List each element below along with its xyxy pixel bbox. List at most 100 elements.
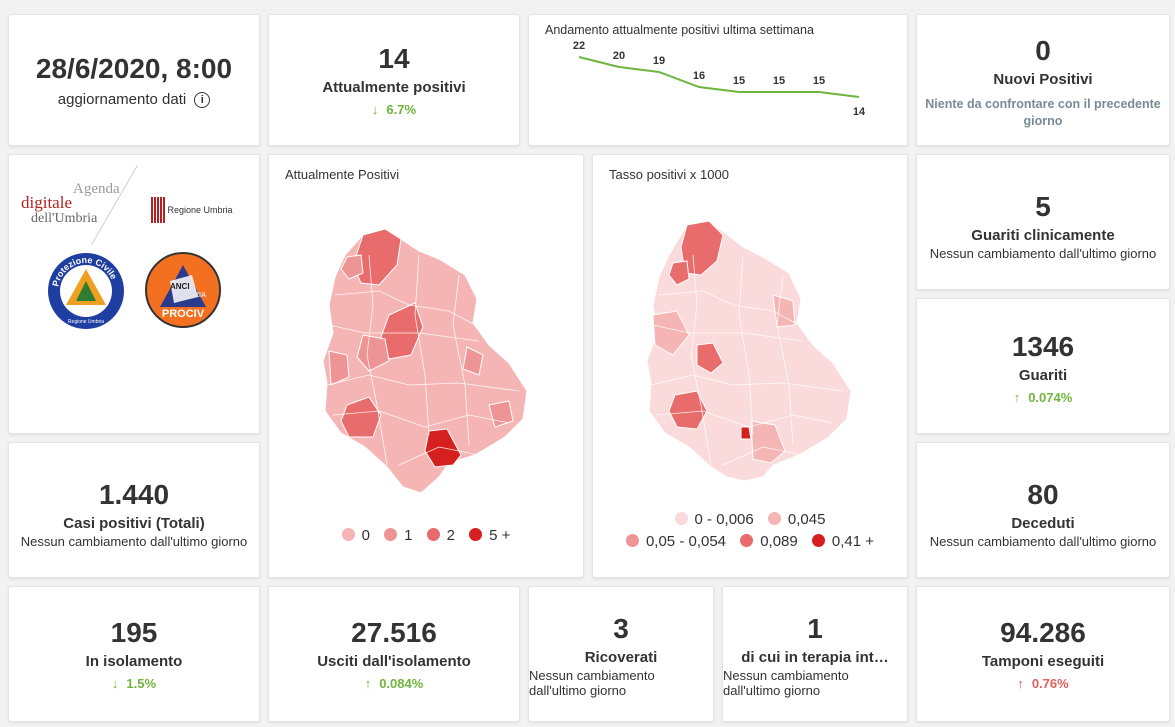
arrow-up-icon: ↑ <box>364 676 372 691</box>
casi-totali-value: 1.440 <box>98 479 170 510</box>
legend-label: 0 <box>361 527 370 544</box>
protezione-civile-logo: Protezione Civile Regione Umbria <box>48 253 124 329</box>
legend-dot <box>341 528 355 541</box>
update-label: aggiornamento dati <box>57 91 187 108</box>
deceduti-card: 80 Deceduti Nessun cambiamento dall'ulti… <box>916 442 1170 578</box>
map1-legend: 0 1 2 5 + <box>269 527 583 544</box>
terapia-note: Nessun cambiamento dall'ultimo giorno <box>723 668 849 698</box>
regione-emblem-icon <box>151 197 165 223</box>
deceduti-label: Deceduti <box>1011 515 1075 532</box>
tamponi-card: 94.286 Tamponi eseguiti ↑ 0.76% <box>916 586 1170 722</box>
arrow-up-icon: ↑ <box>1017 676 1024 691</box>
arrow-up-icon: ↑ <box>1013 390 1021 405</box>
anci-umbria-prociv-logo: ANCI UMBRIA PROCIV <box>145 252 221 328</box>
nuovi-positivi-card: 0 Nuovi Positivi Niente da confrontare c… <box>916 14 1170 146</box>
attualmente-positivi-label: Attualmente positivi <box>322 79 466 96</box>
tamponi-value: 94.286 <box>1000 617 1086 648</box>
map2-legend-item: 0,089 <box>740 533 798 550</box>
tamponi-trend-row: ↑ 0.76% <box>917 676 1169 691</box>
isolamento-card: 195 In isolamento ↓ 1.5% <box>8 586 260 722</box>
ricoverati-value: 3 <box>613 613 629 644</box>
weekly-data-label: 14 <box>853 106 866 118</box>
legend-label: 0,41 + <box>831 533 875 550</box>
isolamento-trend-row: ↓ 1.5% <box>9 676 259 691</box>
map2-legend-row1: 0 - 0,006 0,045 <box>593 511 907 528</box>
umbria-map-positivi[interactable] <box>269 215 584 515</box>
map1-legend-item: 1 <box>384 527 412 544</box>
svg-text:PROCIV: PROCIV <box>162 308 205 320</box>
ricoverati-label: Ricoverati <box>584 649 658 666</box>
umbria-map-tasso[interactable] <box>593 215 908 515</box>
guariti-card: 1346 Guariti ↑ 0.074% <box>916 298 1170 434</box>
info-icon[interactable]: i <box>194 92 211 108</box>
legend-dot <box>740 534 754 547</box>
ricoverati-card: 3 Ricoverati Nessun cambiamento dall'ult… <box>528 586 714 722</box>
legend-label: 0 - 0,006 <box>694 511 754 528</box>
agenda-digitale-logo: Agenda digitale dell'Umbria <box>21 181 131 251</box>
update-datetime: 28/6/2020, 8:00 <box>35 53 233 84</box>
legend-label: 0,045 <box>787 511 826 528</box>
deceduti-value: 80 <box>1027 479 1059 510</box>
guariti-clinicamente-card: 5 Guariti clinicamente Nessun cambiament… <box>916 154 1170 290</box>
legend-label: 1 <box>404 527 413 544</box>
map2-legend-item: 0,045 <box>767 511 826 528</box>
legend-dot <box>384 528 398 541</box>
attualmente-positivi-value: 14 <box>378 43 410 74</box>
legend-label: 5 + <box>489 527 511 544</box>
legend-dot <box>469 528 483 541</box>
weekly-data-label: 15 <box>813 75 825 87</box>
map-tasso-positivi-card: Tasso positivi x 1000 0 - 0,006 0,045 0,… <box>592 154 908 578</box>
attualmente-positivi-trend-row: ↓ 6.7% <box>269 102 519 117</box>
ricoverati-note: Nessun cambiamento dall'ultimo giorno <box>529 668 655 698</box>
guariti-label: Guariti <box>1018 367 1068 384</box>
guariti-clinicamente-value: 5 <box>1035 191 1051 222</box>
map1-legend-item: 5 + <box>469 527 510 544</box>
guariti-trend: 0.074% <box>1028 390 1073 405</box>
map1-legend-item: 2 <box>426 527 455 544</box>
update-card: 28/6/2020, 8:00 aggiornamento dati i <box>8 14 260 146</box>
weekly-data-label: 22 <box>573 40 585 52</box>
nuovi-positivi-note: Niente da confrontare con il precedente … <box>925 97 1161 128</box>
map2-legend-item: 0,05 - 0,054 <box>625 533 727 550</box>
casi-totali-note: Nessun cambiamento dall'ultimo giorno <box>20 534 248 549</box>
weekly-chart-card: Andamento attualmente positivi ultima se… <box>528 14 908 146</box>
update-label-row: aggiornamento dati i <box>9 91 259 108</box>
terapia-value: 1 <box>807 613 823 644</box>
tamponi-trend: 0.76% <box>1031 676 1069 691</box>
map-attualmente-positivi-card: Attualmente Positivi 0 1 2 5 + <box>268 154 584 578</box>
legend-dot <box>811 534 825 547</box>
svg-text:UMBRIA: UMBRIA <box>178 292 206 299</box>
weekly-series-line <box>578 56 860 98</box>
legend-dot <box>767 512 781 525</box>
legend-dot <box>625 534 639 547</box>
map1-legend-item: 0 <box>341 527 370 544</box>
legend-label: 0,05 - 0,054 <box>645 533 727 550</box>
usciti-card: 27.516 Usciti dall'isolamento ↑ 0.084% <box>268 586 520 722</box>
weekly-data-label: 15 <box>733 75 745 87</box>
weekly-chart-title: Andamento attualmente positivi ultima se… <box>545 23 814 37</box>
map2-legend-row2: 0,05 - 0,054 0,089 0,41 + <box>593 533 907 550</box>
isolamento-value: 195 <box>110 617 158 648</box>
terapia-card: 1 di cui in terapia int… Nessun cambiame… <box>722 586 908 722</box>
map1-title: Attualmente Positivi <box>285 167 400 182</box>
arrow-down-icon: ↓ <box>371 102 379 117</box>
legend-dot <box>426 528 440 541</box>
tamponi-label: Tamponi eseguiti <box>981 653 1105 670</box>
attualmente-positivi-trend: 6.7% <box>386 102 417 117</box>
usciti-trend: 0.084% <box>379 676 424 691</box>
weekly-data-label: 19 <box>653 55 665 67</box>
map2-title: Tasso positivi x 1000 <box>609 167 729 182</box>
agenda-logo-line1: Agenda <box>73 181 120 197</box>
guariti-trend-row: ↑ 0.074% <box>917 390 1169 405</box>
svg-text:Regione Umbria: Regione Umbria <box>68 319 104 325</box>
isolamento-label: In isolamento <box>85 653 183 670</box>
usciti-value: 27.516 <box>351 617 437 648</box>
usciti-label: Usciti dall'isolamento <box>317 653 471 670</box>
weekly-data-label: 16 <box>693 70 705 82</box>
attualmente-positivi-card: 14 Attualmente positivi ↓ 6.7% <box>268 14 520 146</box>
weekly-data-label: 20 <box>613 50 625 62</box>
agenda-logo-line3: dell'Umbria <box>31 211 98 226</box>
terapia-label: di cui in terapia int… <box>741 649 889 666</box>
guariti-clinicamente-label: Guariti clinicamente <box>971 227 1115 244</box>
legend-dot <box>674 512 688 525</box>
